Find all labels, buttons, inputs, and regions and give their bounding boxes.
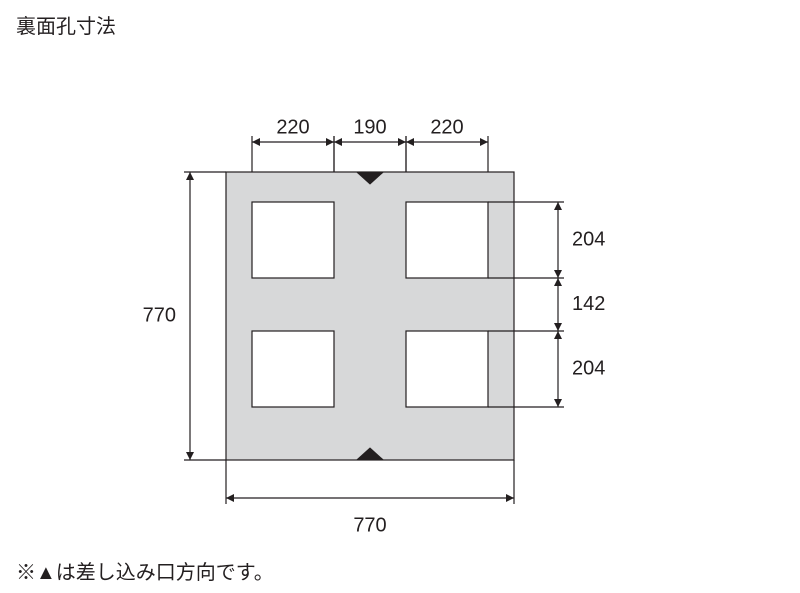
- svg-text:204: 204: [572, 228, 605, 250]
- hole-1: [406, 202, 488, 278]
- svg-text:220: 220: [276, 116, 309, 138]
- hole-0: [252, 202, 334, 278]
- svg-text:190: 190: [353, 116, 386, 138]
- hole-2: [252, 331, 334, 407]
- svg-text:770: 770: [353, 515, 386, 537]
- hole-3: [406, 331, 488, 407]
- svg-text:770: 770: [143, 304, 176, 326]
- dimension-drawing: 220 190 220 770 204 142 204 770: [0, 0, 800, 593]
- svg-text:220: 220: [430, 116, 463, 138]
- svg-text:142: 142: [572, 293, 605, 315]
- svg-text:204: 204: [572, 357, 605, 379]
